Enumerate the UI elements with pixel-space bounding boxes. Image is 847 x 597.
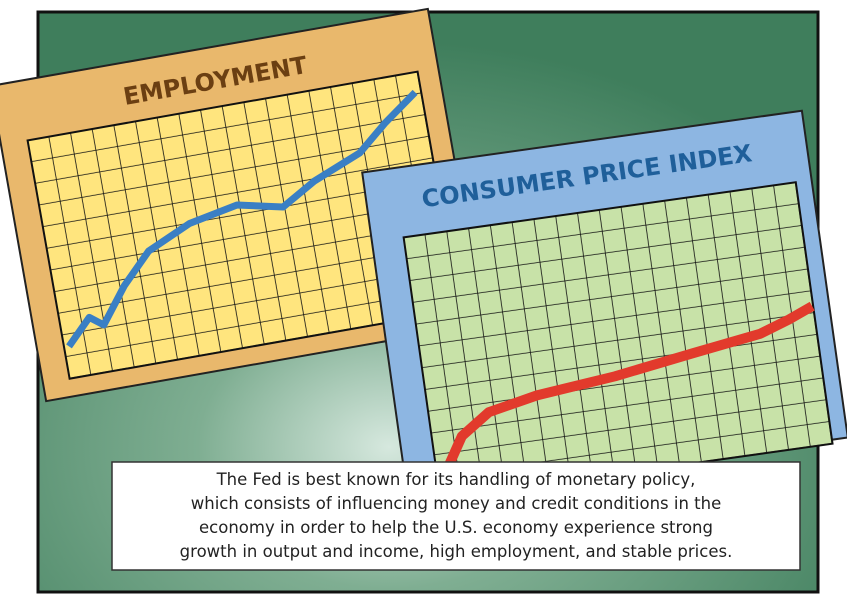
illustration: EMPLOYMENT CONSUMER PRICE INDEX The Fed … [0,0,847,597]
grid [404,182,833,499]
caption-line: The Fed is best known for its handling o… [216,470,696,489]
caption-line: growth in output and income, high employ… [180,542,733,561]
caption-line: which consists of influencing money and … [191,494,722,513]
caption-line: economy in order to help the U.S. econom… [199,518,713,537]
cpi-card: CONSUMER PRICE INDEX [362,111,847,504]
